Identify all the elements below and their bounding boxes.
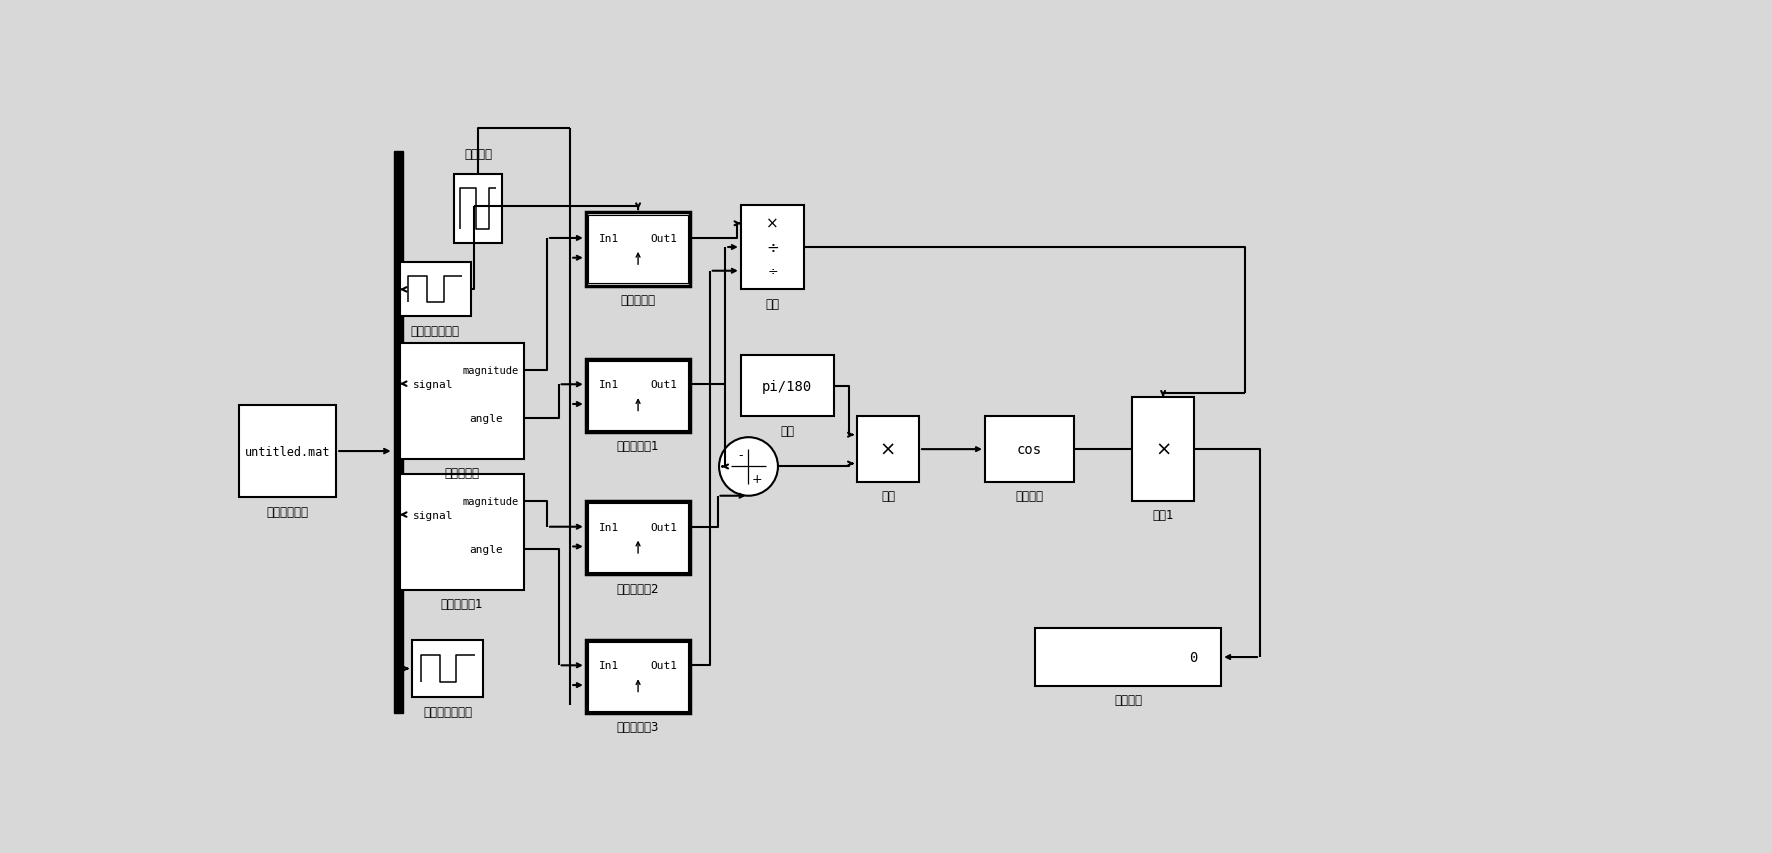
Bar — [413, 640, 484, 698]
Text: 触发子系统: 触发子系统 — [620, 293, 656, 306]
Text: In1: In1 — [599, 380, 618, 390]
Text: 触发子系统3: 触发子系统3 — [617, 721, 659, 734]
Text: 0: 0 — [1189, 650, 1198, 664]
Text: 除法: 除法 — [766, 298, 780, 310]
Bar — [393, 152, 402, 713]
Text: untitled.mat: untitled.mat — [245, 445, 330, 458]
Text: 显示窗口: 显示窗口 — [1115, 693, 1143, 706]
Text: -: - — [737, 448, 742, 461]
Bar — [588, 642, 688, 711]
Text: In1: In1 — [599, 660, 618, 670]
Text: 乘法1: 乘法1 — [1152, 509, 1173, 522]
Text: angle: angle — [470, 414, 503, 424]
Text: 触发子系统1: 触发子系统1 — [617, 439, 659, 453]
Bar — [588, 216, 688, 284]
Text: 系数: 系数 — [780, 424, 794, 438]
Text: 电容器支路电流: 电容器支路电流 — [411, 324, 461, 337]
Bar — [1132, 397, 1194, 502]
Bar — [587, 502, 691, 575]
Text: signal: signal — [413, 510, 454, 520]
Bar — [454, 175, 501, 244]
Text: angle: angle — [470, 544, 503, 554]
Text: In1: In1 — [599, 234, 618, 244]
Text: signal: signal — [413, 380, 454, 389]
Bar — [587, 213, 691, 286]
Bar — [858, 417, 920, 482]
Bar — [400, 263, 471, 317]
Text: 触发子系统2: 触发子系统2 — [617, 582, 659, 595]
Text: 傅里叶分析: 傅里叶分析 — [445, 467, 478, 479]
Bar — [985, 417, 1074, 482]
Text: ×: × — [881, 440, 897, 459]
Bar — [587, 359, 691, 432]
Text: 稳态时刻: 稳态时刻 — [464, 148, 493, 161]
Text: 电容器端端电压: 电容器端端电压 — [424, 705, 473, 718]
Text: pi/180: pi/180 — [762, 380, 812, 393]
Bar — [587, 640, 691, 713]
Text: 采样数据文件: 采样数据文件 — [266, 505, 308, 518]
Bar — [741, 356, 835, 417]
Text: Out1: Out1 — [650, 380, 677, 390]
Circle shape — [719, 438, 778, 496]
Bar — [239, 405, 337, 497]
Text: cos: cos — [1017, 443, 1042, 456]
Text: ×: × — [1155, 440, 1171, 459]
Bar — [588, 362, 688, 430]
Text: ÷: ÷ — [767, 265, 778, 278]
Bar — [1035, 629, 1221, 686]
Bar — [588, 504, 688, 572]
Bar — [400, 474, 525, 590]
Text: Out1: Out1 — [650, 660, 677, 670]
Text: ×: × — [766, 217, 780, 231]
Text: magnitude: magnitude — [462, 496, 519, 506]
Text: ÷: ÷ — [766, 241, 780, 255]
Bar — [400, 344, 525, 459]
Bar — [741, 206, 804, 290]
Text: In1: In1 — [599, 522, 618, 532]
Text: +: + — [751, 473, 762, 485]
Text: Out1: Out1 — [650, 234, 677, 244]
Text: 余弦函数: 余弦函数 — [1015, 490, 1044, 502]
Text: 傅里叶分析1: 傅里叶分析1 — [441, 597, 484, 610]
Text: Out1: Out1 — [650, 522, 677, 532]
Text: magnitude: magnitude — [462, 365, 519, 375]
Text: 乘法: 乘法 — [881, 490, 895, 502]
